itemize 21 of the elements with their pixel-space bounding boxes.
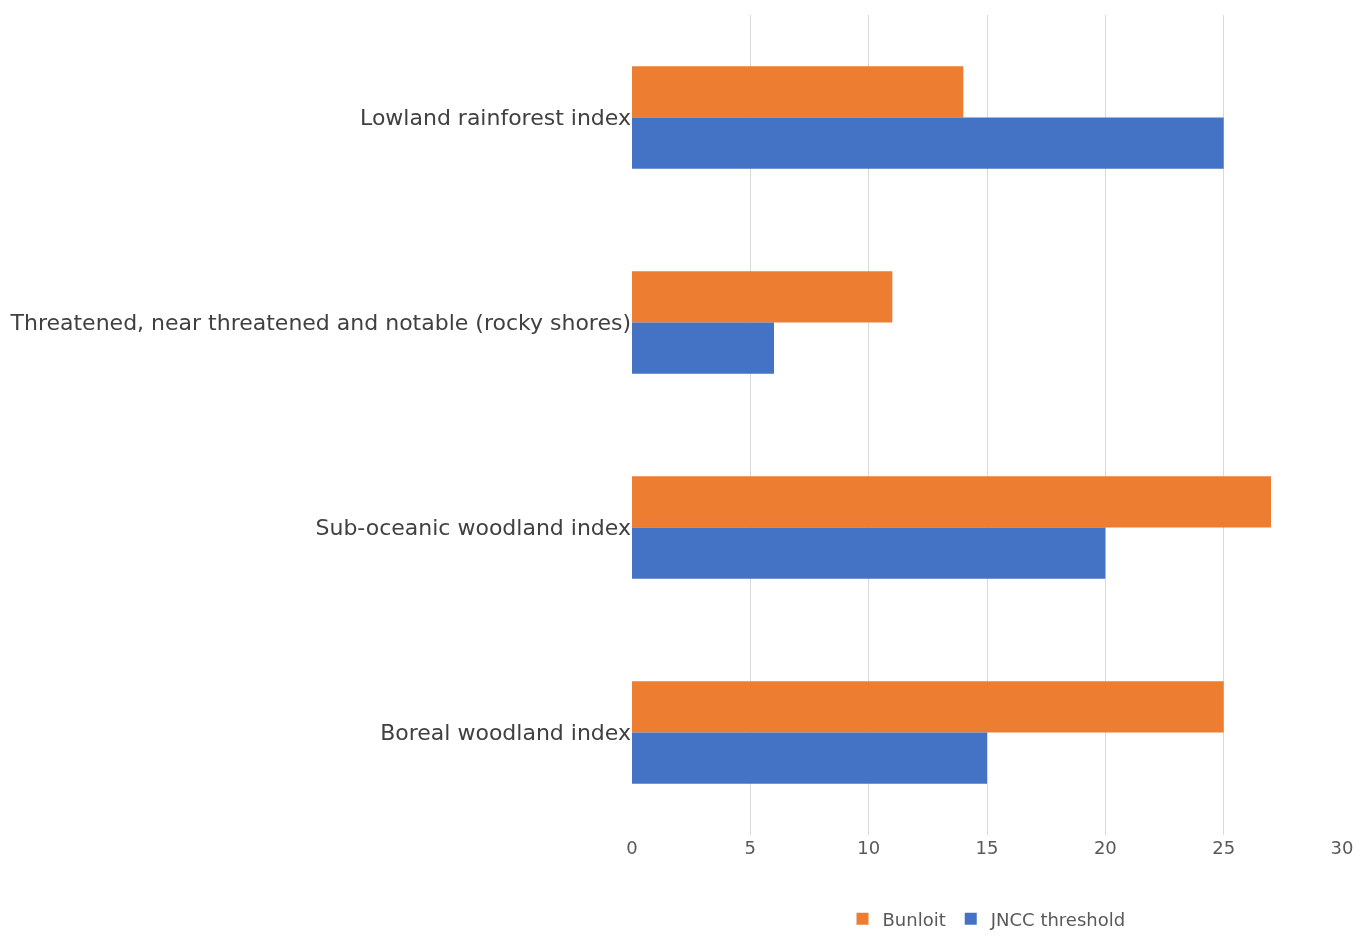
y-tick-label: Threatened, near threatened and notable (rocky shores) — [9, 310, 631, 336]
legend-label: JNCC threshold — [989, 908, 1126, 930]
bar — [632, 271, 893, 323]
legend-label: Bunloit — [882, 908, 946, 930]
bar — [632, 117, 1224, 169]
y-tick-label: Lowland rainforest index — [360, 105, 631, 131]
bar — [632, 732, 987, 784]
y-tick-label: Sub-oceanic woodland index — [315, 515, 631, 541]
x-tick-label: 15 — [975, 837, 999, 858]
bar — [632, 527, 1106, 579]
bar — [632, 476, 1271, 528]
x-tick-label: 20 — [1093, 837, 1117, 858]
bar — [632, 681, 1224, 733]
x-tick-label: 10 — [857, 837, 881, 858]
x-tick-label: 0 — [626, 837, 638, 858]
x-tick-label: 25 — [1212, 837, 1236, 858]
y-tick-label: Boreal woodland index — [380, 720, 631, 746]
bar — [632, 322, 774, 374]
bar — [632, 66, 964, 118]
x-tick-label: 30 — [1330, 837, 1354, 858]
x-tick-label: 5 — [744, 837, 757, 858]
